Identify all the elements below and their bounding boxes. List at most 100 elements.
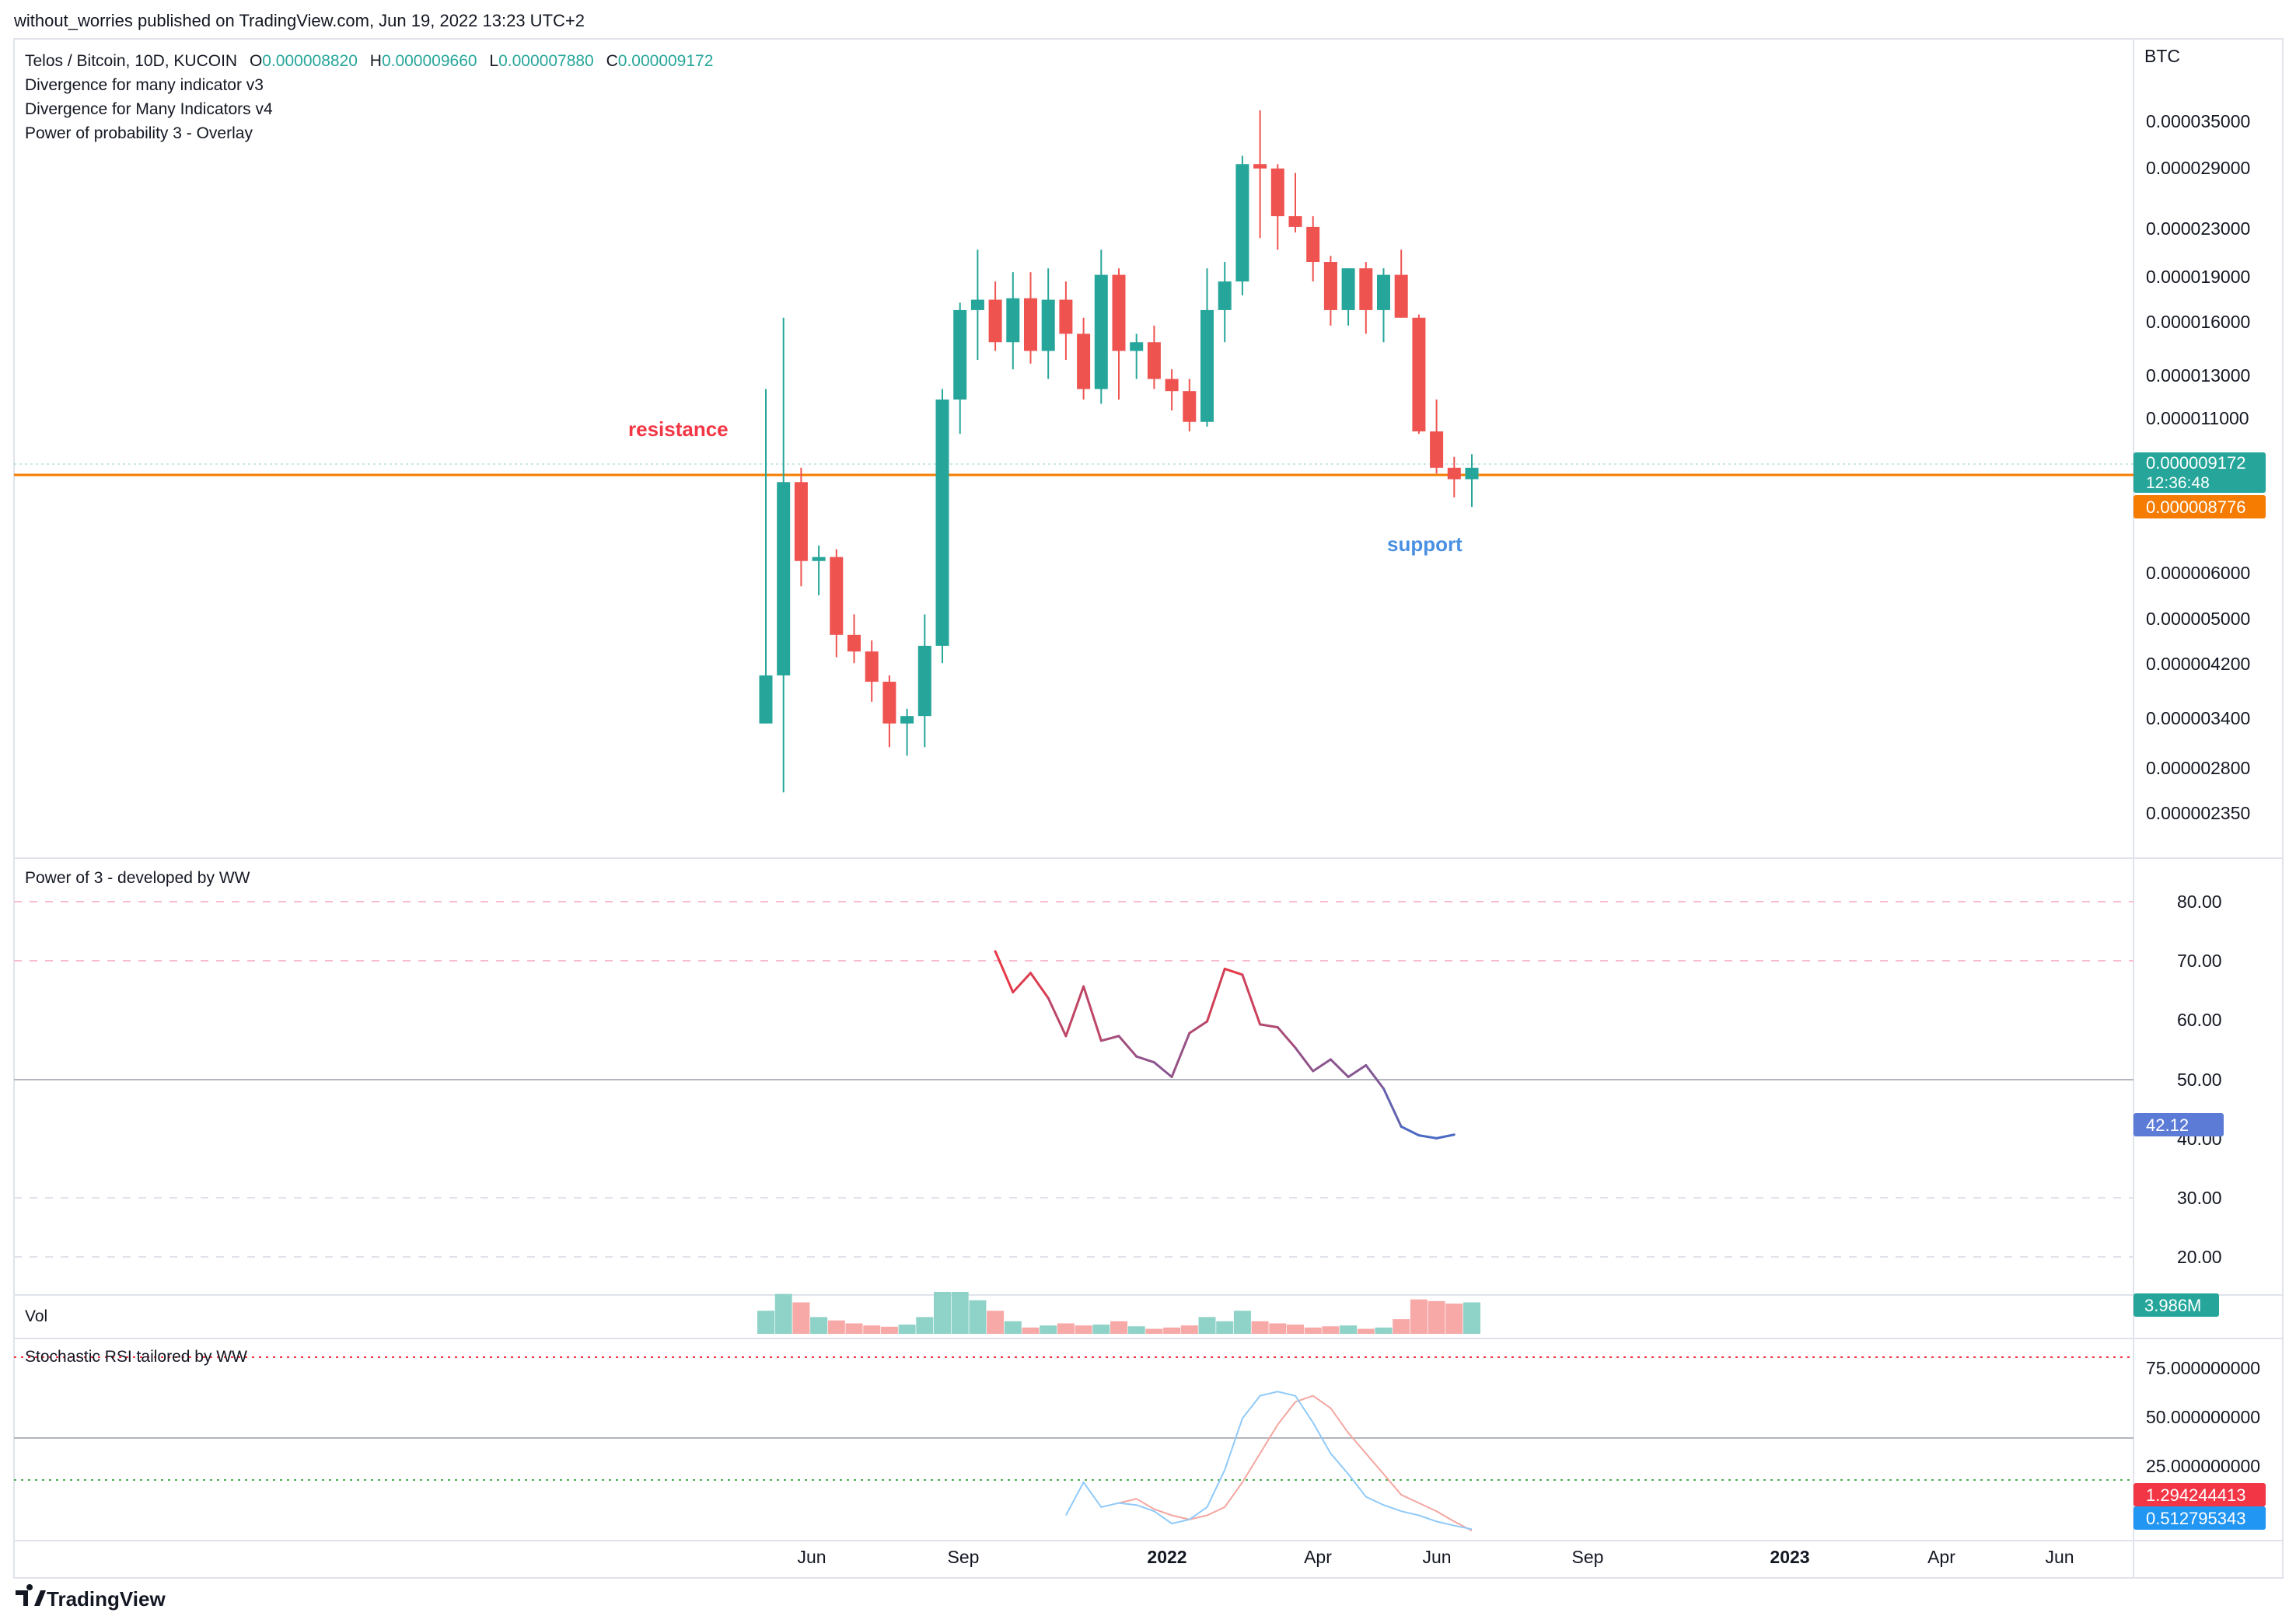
power3-tick: 60.00 bbox=[2177, 1010, 2222, 1030]
power3-segment bbox=[1365, 1063, 1385, 1091]
volume-bar bbox=[1445, 1304, 1463, 1334]
volume-bar bbox=[951, 1292, 969, 1334]
candle-body bbox=[1077, 333, 1091, 389]
power3-y-axis[interactable]: 80.00 70.00 60.00 50.00 40.00 30.00 20.0… bbox=[2177, 892, 2222, 1267]
stoch-d-badge: 0.512795343 bbox=[2133, 1506, 2266, 1530]
candle-body bbox=[1183, 391, 1197, 422]
candle-body bbox=[812, 557, 826, 561]
time-label: Apr bbox=[1927, 1547, 1955, 1567]
candle-body bbox=[1430, 431, 1444, 468]
volume-value-badge: 3.986M bbox=[2133, 1293, 2219, 1317]
power3-tick: 30.00 bbox=[2177, 1188, 2222, 1208]
indicator-label[interactable]: Divergence for Many Indicators v4 bbox=[25, 100, 273, 118]
volume-bar bbox=[1127, 1326, 1145, 1334]
tradingview-logo[interactable]: TradingView bbox=[16, 1584, 166, 1611]
indicator-label[interactable]: Power of probability 3 - Overlay bbox=[25, 124, 253, 142]
candle-body bbox=[1094, 274, 1108, 389]
indicator-label[interactable]: Divergence for many indicator v3 bbox=[25, 76, 264, 94]
price-tick: 0.000023000 bbox=[2146, 218, 2250, 239]
candle-body bbox=[1323, 262, 1337, 310]
price-tick: 0.000035000 bbox=[2146, 111, 2250, 131]
volume-bar bbox=[1340, 1325, 1358, 1334]
power3-tick: 50.00 bbox=[2177, 1070, 2222, 1090]
power3-segment bbox=[1047, 996, 1068, 1038]
volume-last-value: 3.986M bbox=[2144, 1296, 2201, 1315]
time-label: Sep bbox=[948, 1547, 980, 1567]
power3-segment bbox=[1188, 1020, 1208, 1035]
ohlc-low-value: 0.000007880 bbox=[498, 52, 594, 70]
candle-body bbox=[1465, 467, 1479, 480]
power3-title[interactable]: Power of 3 - developed by WW bbox=[25, 869, 250, 887]
volume-bar bbox=[1375, 1327, 1393, 1334]
ohlc-high-value: 0.000009660 bbox=[382, 52, 477, 70]
chart-frame bbox=[13, 38, 2284, 1579]
volume-bar bbox=[916, 1317, 934, 1334]
volume-bar bbox=[1145, 1328, 1163, 1334]
price-tick: 0.000011000 bbox=[2146, 408, 2249, 428]
volume-bar bbox=[1180, 1325, 1198, 1334]
power3-segment bbox=[1099, 1035, 1120, 1042]
level-price-badge: 0.000008776 bbox=[2133, 495, 2266, 518]
volume-title[interactable]: Vol bbox=[25, 1307, 47, 1325]
power3-last-value: 42.12 bbox=[2146, 1115, 2189, 1135]
publisher-line: without_worries published on TradingView… bbox=[13, 11, 585, 30]
volume-bar bbox=[1269, 1323, 1287, 1334]
volume-bar bbox=[827, 1320, 845, 1334]
volume-bar bbox=[1287, 1325, 1304, 1334]
power3-segment bbox=[1170, 1031, 1191, 1078]
stoch-tick: 25.000000000 bbox=[2146, 1456, 2260, 1476]
power3-segment bbox=[1241, 973, 1262, 1026]
volume-bar bbox=[792, 1302, 810, 1334]
price-tick: 0.000003400 bbox=[2146, 708, 2250, 728]
last-price-value: 0.000009172 bbox=[2146, 453, 2245, 473]
power3-segment bbox=[1417, 1134, 1438, 1140]
candle-body bbox=[1218, 281, 1232, 310]
price-tick: 0.000013000 bbox=[2146, 365, 2250, 386]
stoch-k-value: 1.294244413 bbox=[2146, 1485, 2245, 1505]
ohlc-low-label: L bbox=[489, 52, 498, 70]
volume-bar bbox=[1393, 1319, 1410, 1334]
candle-body bbox=[988, 299, 1002, 343]
volume-bar bbox=[898, 1325, 916, 1334]
candle-body bbox=[830, 557, 844, 635]
stoch-lines bbox=[1065, 1391, 1473, 1532]
power3-segment bbox=[1259, 1023, 1279, 1029]
price-y-axis[interactable]: 0.000035000 0.000029000 0.000023000 0.00… bbox=[2146, 111, 2250, 823]
time-label: 2022 bbox=[1147, 1547, 1186, 1567]
volume-bar bbox=[934, 1292, 951, 1334]
volume-bar bbox=[845, 1323, 863, 1334]
candle-body bbox=[1341, 268, 1355, 310]
power3-segment bbox=[1206, 967, 1226, 1023]
volume-bar bbox=[1216, 1321, 1234, 1334]
svg-text:Telos / Bitcoin, 10D, KUCOIN: Telos / Bitcoin, 10D, KUCOIN O0.00000882… bbox=[25, 52, 713, 70]
power3-segment bbox=[1312, 1058, 1332, 1073]
candle-body bbox=[794, 482, 808, 561]
stoch-title[interactable]: Stochastic RSI tailored by WW bbox=[25, 1348, 247, 1366]
stoch-tick: 75.000000000 bbox=[2146, 1358, 2260, 1378]
currency-label: BTC bbox=[2144, 46, 2180, 66]
volume-bar bbox=[1110, 1321, 1127, 1334]
power3-segment bbox=[994, 950, 1015, 994]
stoch-k-line bbox=[1065, 1391, 1473, 1531]
candle-body bbox=[1165, 379, 1179, 392]
volume-bar bbox=[1251, 1321, 1269, 1334]
volume-bar bbox=[863, 1325, 881, 1334]
candle-body bbox=[953, 309, 967, 400]
candle-body bbox=[1306, 226, 1320, 263]
bar-countdown: 12:36:48 bbox=[2146, 474, 2210, 492]
volume-bar bbox=[1198, 1317, 1216, 1334]
ohlc-high-label: H bbox=[370, 52, 382, 70]
candle-body bbox=[1059, 299, 1073, 334]
volume-bar bbox=[1322, 1326, 1340, 1334]
price-tick: 0.000019000 bbox=[2146, 267, 2250, 287]
candle-body bbox=[1394, 274, 1408, 318]
candle-body bbox=[1359, 268, 1373, 310]
time-axis[interactable]: Jun Sep 2022 Apr Jun Sep 2023 Apr Jun bbox=[797, 1547, 2074, 1567]
candle-body bbox=[1377, 274, 1390, 310]
stoch-y-axis[interactable]: 75.000000000 50.000000000 25.000000000 bbox=[2146, 1358, 2260, 1476]
last-price-badge: 0.000009172 12:36:48 bbox=[2133, 452, 2266, 493]
power3-tick: 70.00 bbox=[2177, 951, 2222, 971]
stoch-tick: 50.000000000 bbox=[2146, 1407, 2260, 1427]
power3-segment bbox=[1347, 1063, 1368, 1078]
